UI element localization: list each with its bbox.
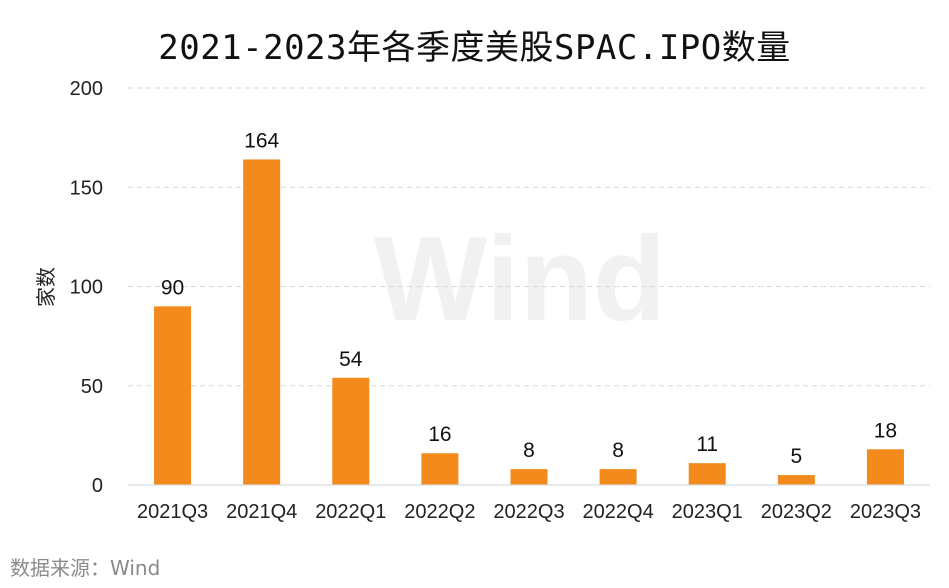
bar-2022Q1	[332, 377, 370, 485]
y-tick-label: 150	[70, 177, 103, 199]
data-label-2023Q1: 11	[696, 433, 718, 456]
bar-2023Q3	[866, 449, 904, 485]
y-tick-label: 50	[81, 376, 103, 398]
y-axis-ticks: 0 50 100 150 200	[70, 78, 103, 497]
bar-2023Q2	[777, 475, 815, 485]
data-label-2022Q1: 54	[339, 348, 363, 371]
y-tick-label: 200	[70, 78, 103, 100]
bar-2022Q4	[599, 469, 637, 485]
x-tick-label-2022Q4: 2022Q4	[583, 501, 654, 523]
x-tick-label-2023Q2: 2023Q2	[761, 501, 832, 523]
x-axis-ticks: 2021Q3 2021Q4 2022Q1 2022Q2 2022Q3 2022Q4 2023…	[137, 501, 921, 523]
x-tick-label-2022Q3: 2022Q3	[493, 501, 564, 523]
y-tick-label: 100	[70, 277, 103, 299]
x-tick-label-2022Q1: 2022Q1	[315, 501, 386, 523]
source-note: 数据来源：Wind	[10, 556, 161, 580]
x-tick-label-2023Q3: 2023Q3	[850, 501, 921, 523]
x-tick-label-2023Q1: 2023Q1	[672, 501, 743, 523]
x-tick-label-2021Q4: 2021Q4	[226, 501, 297, 523]
data-label-2022Q2: 16	[428, 423, 451, 446]
y-tick-label: 0	[92, 475, 103, 497]
data-label-2023Q3: 18	[874, 419, 897, 442]
data-label-2022Q3: 8	[523, 439, 535, 462]
data-label-2021Q4: 164	[244, 129, 279, 152]
bars	[154, 159, 904, 485]
bar-2022Q2	[421, 453, 459, 485]
bar-2023Q1	[688, 463, 726, 485]
bar-2021Q4	[243, 159, 281, 485]
data-label-2023Q2: 5	[790, 445, 802, 468]
y-axis-label: 家数	[34, 267, 58, 307]
data-label-2021Q3: 90	[161, 276, 184, 299]
bar-2021Q3	[154, 306, 192, 485]
gridlines	[128, 87, 930, 387]
x-tick-label-2021Q3: 2021Q3	[137, 501, 208, 523]
chart-title: 2021-2023年各季度美股SPAC.IPO数量	[158, 28, 791, 68]
bar-2022Q3	[510, 469, 548, 485]
data-labels: 90 164 54 16 8 8 11 5 18	[161, 129, 897, 468]
x-tick-label-2022Q2: 2022Q2	[404, 501, 475, 523]
data-label-2022Q4: 8	[612, 439, 624, 462]
chart-watermark: Wind	[374, 212, 666, 346]
